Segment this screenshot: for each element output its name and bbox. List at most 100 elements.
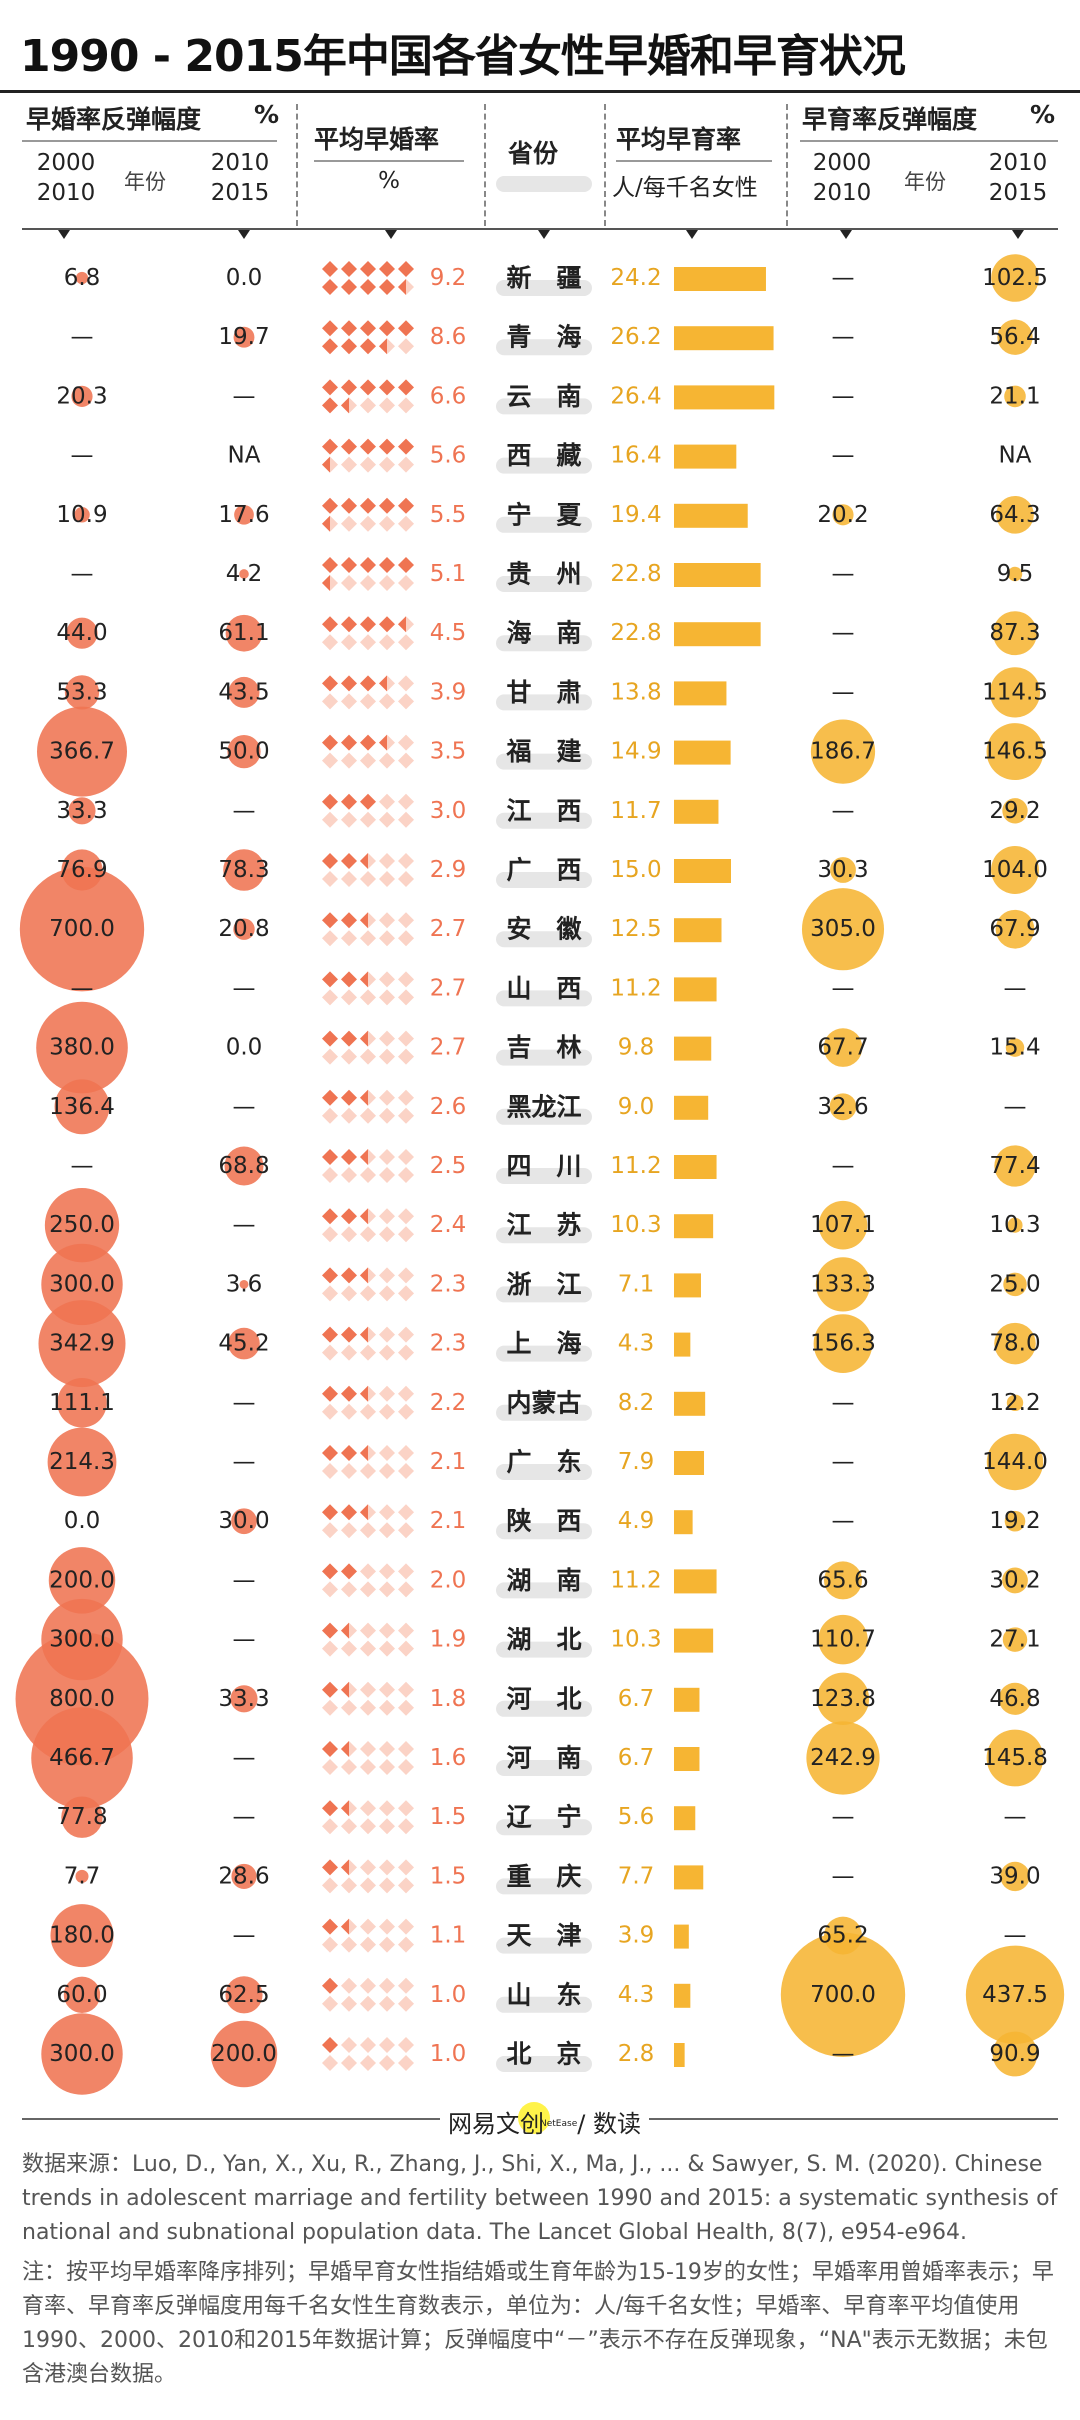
birth-rebound-2010-2015-label: 56.4 (989, 324, 1040, 350)
bubble-br1 (816, 1672, 870, 1725)
bubble-mr2 (233, 326, 255, 348)
marriage-rebound-2000-2010-label: 214.3 (49, 1449, 115, 1475)
marriage-diamond-partial (322, 456, 330, 473)
province-pill (496, 1996, 592, 2013)
marriage-diamond (398, 1800, 414, 1817)
marriage-diamond (379, 1226, 395, 1243)
marriage-diamond (322, 1445, 338, 1461)
marriage-diamond (398, 320, 414, 337)
avg-marriage-label: 2.7 (430, 916, 467, 942)
marriage-diamond (379, 1563, 395, 1580)
avg-birth-label: 22.8 (610, 620, 661, 646)
bubble-br2 (994, 1145, 1036, 1187)
avg-birth-bar (674, 1036, 712, 1061)
marriage-diamond-partial (341, 1859, 349, 1876)
marriage-diamond (360, 2055, 376, 2071)
marriage-diamond (341, 320, 357, 337)
province-name: 山 东 (506, 1980, 581, 2009)
marriage-diamond (341, 971, 357, 988)
birth-rebound-2000-2010-label: — (832, 1863, 855, 1889)
bubble-mr2 (227, 734, 261, 769)
marriage-diamond (341, 1385, 357, 1402)
marriage-diamond (360, 930, 376, 947)
marriage-diamond (398, 575, 414, 591)
province-pill (496, 1345, 592, 1362)
marriage-diamond (322, 2037, 338, 2053)
birth-rebound-2010-2015-label: 19.2 (989, 1508, 1040, 1534)
marriage-rebound-2010-2015-label: — (233, 798, 256, 824)
bubble-br1 (818, 1200, 868, 1250)
avg-birth-label: 15.0 (610, 857, 661, 883)
avg-birth-label: 6.7 (618, 1686, 655, 1712)
marriage-diamond (398, 1445, 414, 1461)
bubble-mr1 (41, 2013, 123, 2095)
birth-rebound-2010-2015-label: 77.4 (989, 1153, 1040, 1179)
birth-rebound-2010-2015-label: 104.0 (982, 857, 1048, 883)
marriage-diamond-partial (360, 1208, 368, 1225)
bubble-mr2 (223, 849, 265, 891)
marriage-rebound-2010-2015-label: NA (228, 443, 261, 469)
avg-marriage-label: 5.6 (430, 443, 467, 469)
avg-marriage-label: 5.5 (430, 502, 467, 528)
marriage-diamond (341, 2055, 357, 2071)
marriage-diamond (379, 1149, 395, 1165)
marriage-diamond (322, 1759, 338, 1775)
marriage-rebound-2000-2010-label: 0.0 (64, 1508, 101, 1534)
marriage-diamond (360, 693, 376, 710)
marriage-diamond-partial (360, 912, 368, 929)
marriage-diamond (398, 693, 414, 710)
birth-rebound-2000-2010-label: — (832, 1390, 855, 1416)
bubble-mr1 (68, 797, 96, 825)
marriage-diamond (360, 1344, 376, 1361)
birth-rebound-2010-2015-label: 78.0 (989, 1331, 1040, 1357)
avg-birth-bar (674, 799, 719, 824)
province-name: 浙 江 (506, 1270, 581, 1299)
marriage-diamond (322, 1089, 338, 1106)
marriage-diamond (379, 1699, 395, 1716)
bubble-br2 (1002, 1627, 1028, 1652)
marriage-rebound-2010-2015-label: — (233, 1212, 256, 1238)
marriage-diamond (379, 1030, 395, 1047)
marriage-diamond (322, 1818, 338, 1835)
avg-birth-bar (674, 2043, 685, 2067)
avg-marriage-label: 1.1 (430, 1923, 467, 1949)
avg-birth-bar (674, 918, 722, 943)
marriage-diamond-partial (360, 1149, 368, 1165)
marriage-diamond (322, 752, 338, 769)
marriage-diamond-partial (341, 1741, 349, 1757)
bubble-br1 (815, 1257, 871, 1312)
birth-rebound-2000-2010-label: 242.9 (810, 1745, 876, 1771)
province-pill (496, 1404, 592, 1421)
marriage-diamond (322, 1581, 338, 1598)
bubble-br1 (829, 1093, 857, 1121)
avg-marriage-label: 2.6 (430, 1094, 467, 1120)
marriage-rebound-2010-2015-label: 4.2 (226, 561, 263, 587)
avg-birth-label: 10.3 (610, 1627, 661, 1653)
marriage-diamond-partial (360, 1385, 368, 1402)
bubble-mr1 (41, 1243, 123, 1326)
marriage-diamond (341, 1344, 357, 1361)
bubble-mr1 (31, 1707, 133, 1809)
marriage-diamond (379, 1403, 395, 1420)
marriage-diamond (360, 752, 376, 769)
netease-logo: 网易文 创NetEase/ 数读 (440, 2102, 649, 2139)
marriage-rebound-2010-2015-label: — (233, 1923, 256, 1949)
header-rule (314, 160, 464, 162)
marriage-diamond (398, 2055, 414, 2071)
marriage-diamond (360, 1563, 376, 1580)
birth-rebound-2010-2015-label: NA (999, 443, 1032, 469)
avg-birth-bar (674, 1983, 691, 2008)
birth-rebound-2000-2010-label: — (832, 2041, 855, 2067)
marriage-diamond (341, 1285, 357, 1302)
marriage-diamond (398, 1936, 414, 1953)
birth-rebound-2010-2015-label: — (1004, 1804, 1027, 1830)
province-name: 江 苏 (506, 1211, 581, 1240)
marriage-rebound-2010-2015-label: — (233, 1804, 256, 1830)
marriage-diamond (379, 1522, 395, 1539)
avg-marriage-label: 1.0 (430, 2041, 467, 2067)
birth-rebound-2010-2015-label: 27.1 (989, 1627, 1040, 1653)
bubble-br2 (1005, 1038, 1025, 1057)
marriage-diamond (322, 1504, 338, 1521)
province-pill (496, 576, 592, 592)
marriage-diamond (360, 1699, 376, 1716)
